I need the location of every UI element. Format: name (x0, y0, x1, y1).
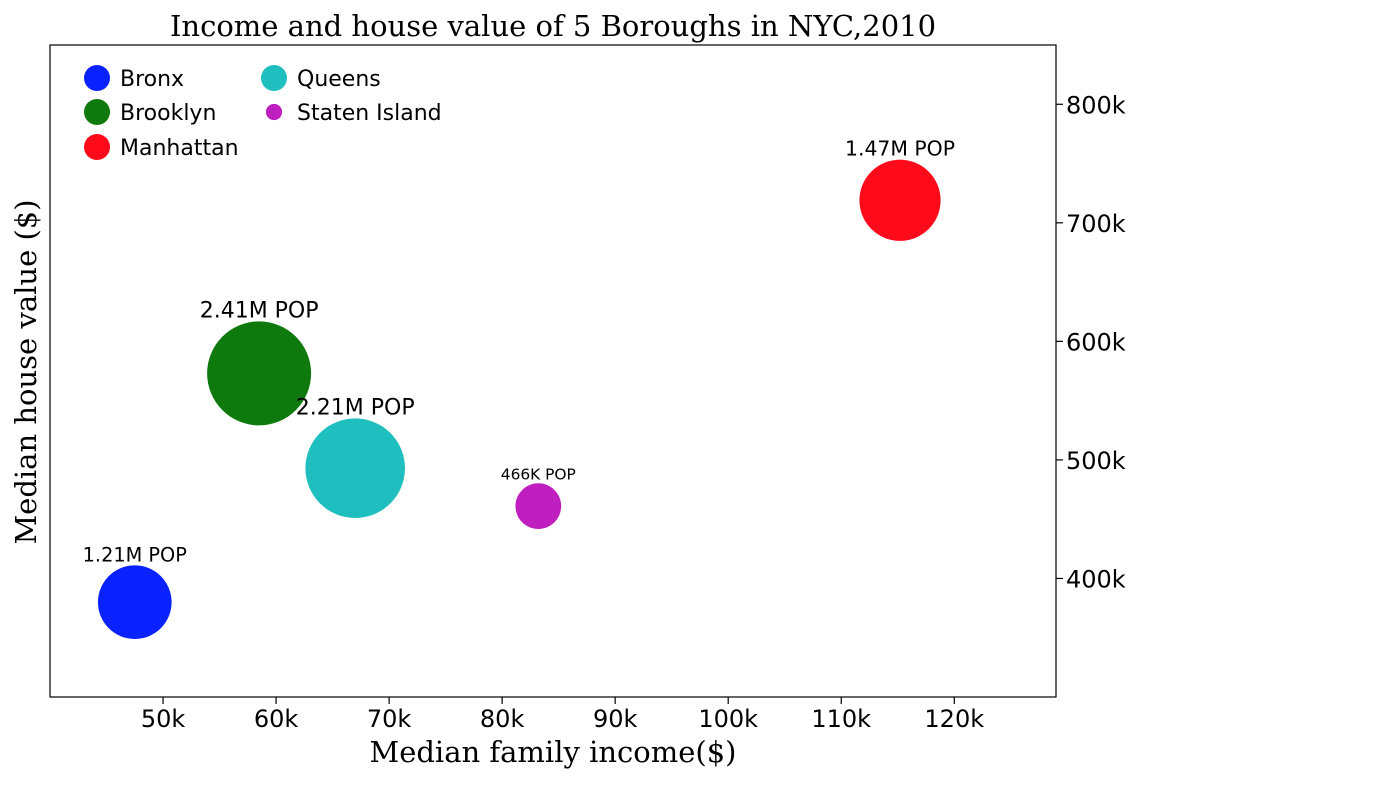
legend-marker-staten-island (265, 103, 283, 121)
legend-marker-bronx (84, 65, 110, 91)
y-tick-label: 800k (1066, 91, 1126, 119)
chart-title: Income and house value of 5 Boroughs in … (170, 9, 936, 43)
population-labels: 1.21M POP 2.41M POP 1.47M POP 2.21M POP 466K… (83, 137, 955, 567)
x-axis-ticks: 50k 60k 70k 80k 90k 100k 110k 120k (141, 697, 984, 733)
y-axis-ticks: 400k 500k 600k 700k 800k (1056, 91, 1126, 593)
pop-label-queens: 2.21M POP (296, 395, 415, 420)
x-tick-label: 90k (593, 705, 638, 733)
legend-label-queens: Queens (297, 67, 381, 92)
point-bronx (97, 565, 172, 640)
y-tick-label: 600k (1066, 328, 1126, 356)
pop-label-brooklyn: 2.41M POP (200, 298, 319, 323)
pop-label-staten-island: 466K POP (501, 465, 576, 483)
x-tick-label: 60k (254, 705, 299, 733)
x-tick-label: 50k (141, 705, 186, 733)
x-tick-label: 100k (698, 705, 758, 733)
y-tick-label: 700k (1066, 210, 1126, 238)
x-tick-label: 120k (924, 705, 984, 733)
y-tick-label: 500k (1066, 447, 1126, 475)
point-queens (305, 418, 405, 519)
y-tick-label: 400k (1066, 565, 1126, 593)
y-axis-label: Median house value ($) (9, 199, 43, 544)
data-points (97, 159, 941, 640)
x-tick-label: 80k (480, 705, 525, 733)
point-manhattan (859, 159, 941, 241)
x-tick-label: 70k (367, 705, 412, 733)
legend-label-bronx: Bronx (120, 67, 184, 92)
x-axis-label: Median family income($) (370, 735, 737, 769)
point-brooklyn (207, 321, 312, 426)
pop-label-bronx: 1.21M POP (83, 543, 187, 566)
pop-label-manhattan: 1.47M POP (845, 137, 955, 161)
legend-marker-brooklyn (84, 99, 110, 125)
legend-label-brooklyn: Brooklyn (120, 101, 216, 126)
legend: Bronx Brooklyn Manhattan Queens Staten Islan… (84, 65, 442, 161)
plot-frame (49, 44, 1057, 698)
legend-label-manhattan: Manhattan (120, 136, 239, 161)
legend-marker-queens (261, 65, 287, 91)
x-tick-label: 110k (811, 705, 871, 733)
point-staten-island (515, 483, 562, 530)
legend-label-staten-island: Staten Island (297, 101, 442, 126)
legend-marker-manhattan (84, 134, 110, 160)
